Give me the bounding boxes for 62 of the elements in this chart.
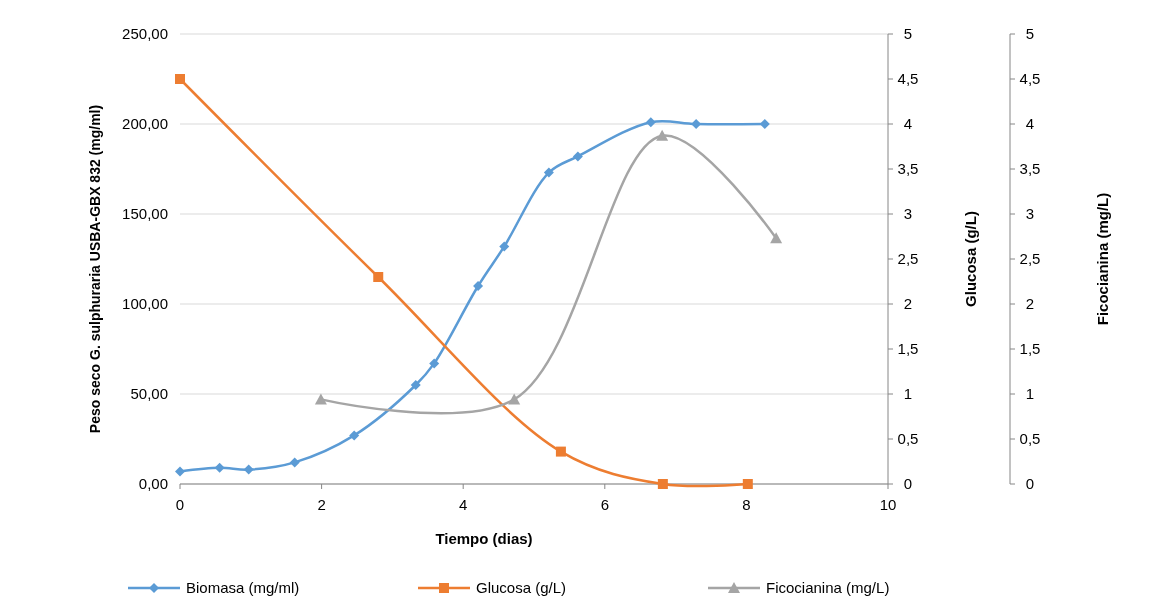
y2-axis-title: Glucosa (g/L) (962, 211, 979, 307)
y3-axis-title: Ficocianina (mg/L) (1094, 192, 1111, 326)
point (175, 466, 185, 477)
y-tick-label: 150,00 (122, 205, 168, 223)
y3-tick-label: 2 (1025, 295, 1035, 313)
y3-tick-label: 5 (1025, 25, 1035, 43)
x-axis-title: Tiempo (dias) (435, 530, 533, 547)
y3-tick-label: 1 (1025, 385, 1035, 403)
y2-tick-label: 0 (903, 475, 913, 493)
point (508, 393, 521, 405)
x-tick-label: 2 (317, 496, 326, 513)
y3-tick-label: 4,5 (1019, 70, 1041, 88)
point (410, 380, 421, 390)
y2-tick-label: 4,5 (897, 70, 919, 88)
point (543, 167, 554, 178)
point (572, 151, 583, 162)
y-tick-label: 50,00 (130, 385, 168, 403)
y-tick-label: 200,00 (122, 115, 168, 133)
y2-tick-label: 0,5 (897, 430, 919, 448)
y2-tick-label: 3 (903, 205, 913, 223)
point (656, 129, 669, 141)
point (555, 446, 566, 457)
y2-tick-label: 3,5 (897, 160, 919, 178)
legend-label: Ficocianina (mg/L) (766, 579, 890, 597)
point (770, 232, 783, 244)
y2-tick-label: 1 (903, 385, 913, 403)
point (429, 358, 440, 369)
point (314, 393, 327, 405)
y3-tick-label: 3,5 (1019, 160, 1041, 178)
point (243, 464, 254, 475)
y3-tick-label: 1,5 (1019, 340, 1041, 358)
point (373, 272, 384, 282)
y3-tick-label: 0,5 (1019, 430, 1041, 448)
point (473, 281, 484, 291)
y3-tick-label: 2,5 (1019, 250, 1041, 268)
y3-tick-label: 3 (1025, 205, 1035, 223)
point (214, 462, 225, 473)
point (657, 479, 668, 489)
y-tick-label: 0,00 (138, 475, 168, 493)
y-tick-label: 250,00 (122, 25, 168, 43)
legend-label: Biomasa (mg/ml) (186, 579, 300, 597)
y-tick-label: 100,00 (122, 295, 168, 313)
y3-tick-label: 0 (1025, 475, 1035, 493)
y2-tick-label: 4 (903, 115, 913, 133)
x-tick-label: 6 (600, 496, 609, 513)
x-tick-label: 8 (742, 496, 751, 513)
x-tick-label: 0 (175, 496, 185, 513)
x-tick-label: 4 (459, 496, 468, 513)
y3-tick-label: 4 (1025, 115, 1035, 133)
point (175, 74, 185, 84)
point (349, 430, 360, 441)
point (742, 479, 753, 489)
legend-label: Glucosa (g/L) (476, 579, 567, 597)
y2-tick-label: 2,5 (897, 250, 919, 268)
y2-tick-label: 1,5 (897, 340, 919, 358)
point (499, 241, 510, 252)
point (645, 117, 656, 128)
x-tick-label: 10 (879, 496, 897, 513)
y2-tick-label: 5 (903, 25, 913, 43)
y2-tick-label: 2 (903, 295, 913, 313)
y-axis-title: Peso seco G. sulphuraria USBA-GBX 832 (mg/ml) (87, 104, 103, 434)
point (289, 457, 300, 468)
